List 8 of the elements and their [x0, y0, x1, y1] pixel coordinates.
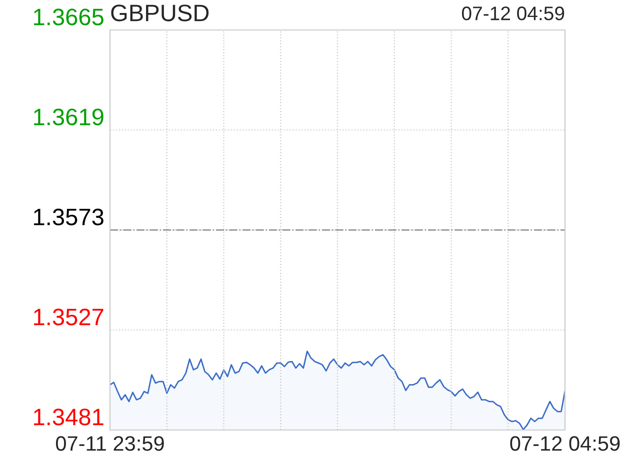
y-tick-label: 1.3527	[34, 308, 104, 326]
y-tick-label: 1.3619	[34, 108, 104, 126]
y-tick-label: 1.3665	[34, 8, 104, 26]
y-tick-label: 1.3481	[34, 408, 104, 426]
chart-title: GBPUSD	[111, 4, 209, 22]
y-tick-label: 1.3573	[34, 208, 104, 226]
x-tick-label: 07-11 23:59	[56, 436, 164, 451]
text: 07-12 04:59	[462, 6, 564, 20]
